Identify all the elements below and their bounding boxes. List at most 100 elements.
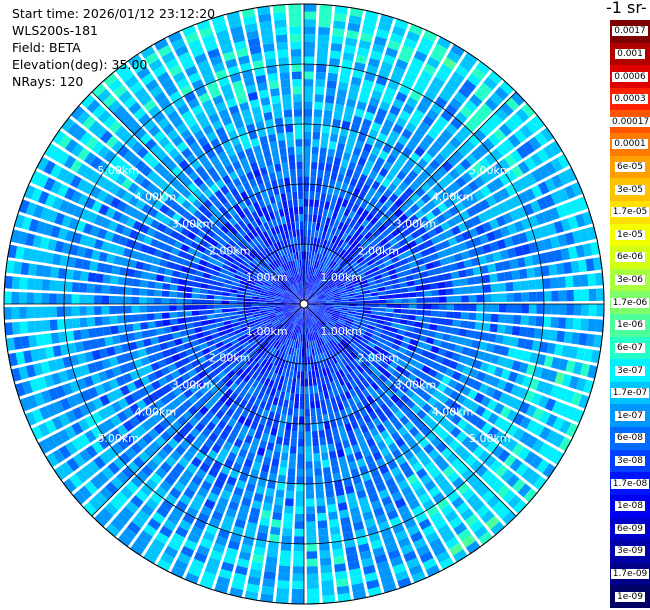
ppi-gate <box>424 239 434 248</box>
ppi-gate <box>328 365 335 374</box>
ppi-gate <box>348 301 357 304</box>
ppi-gate <box>349 388 357 398</box>
ppi-gate <box>83 151 97 166</box>
ppi-gate <box>531 115 545 130</box>
ppi-gate <box>335 570 348 580</box>
ppi-gate <box>266 237 273 246</box>
ppi-gate <box>292 581 304 589</box>
ppi-gate <box>278 421 286 430</box>
ppi-gate <box>540 368 551 381</box>
ppi-gate <box>380 61 393 73</box>
ppi-gate <box>382 370 392 379</box>
ppi-gate <box>307 281 310 290</box>
ppi-gate <box>348 130 358 140</box>
ppi-gate <box>414 377 424 387</box>
ppi-gate <box>139 305 147 313</box>
ppi-gate <box>140 503 155 517</box>
ppi-gate <box>319 223 325 232</box>
ppi-gate <box>564 389 576 404</box>
ppi-gate <box>407 169 419 181</box>
ppi-gate <box>259 232 266 242</box>
range-label: 5.00km <box>469 432 511 445</box>
ppi-gate <box>371 90 383 101</box>
ppi-gate <box>328 259 335 268</box>
ppi-gate <box>328 242 335 251</box>
ppi-rays <box>4 4 604 604</box>
ppi-gate <box>420 204 431 215</box>
ppi-gate <box>282 94 292 103</box>
ppi-gate <box>379 374 388 383</box>
ppi-gate <box>526 419 538 433</box>
ppi-gate <box>310 283 315 291</box>
ppi-gate <box>291 588 304 597</box>
ppi-gate <box>299 311 303 319</box>
ppi-gate <box>451 244 461 254</box>
ppi-gate <box>231 580 245 591</box>
ppi-gate <box>378 295 387 300</box>
ppi-gate <box>311 161 318 170</box>
ppi-gate <box>353 376 362 386</box>
ppi-gate <box>454 131 467 144</box>
ppi-gate <box>341 299 349 302</box>
ppi-gate <box>153 130 166 143</box>
ppi-gate <box>305 289 309 297</box>
ppi-gate <box>578 394 590 409</box>
range-label: 3.00km <box>395 218 437 231</box>
ppi-gate <box>248 240 257 249</box>
ppi-gate <box>73 329 82 341</box>
ppi-gate <box>261 35 274 45</box>
ppi-gate <box>269 346 276 355</box>
ppi-gate <box>238 200 247 210</box>
ppi-gate <box>519 416 532 430</box>
ppi-gate <box>346 256 354 264</box>
ppi-gate <box>244 298 252 302</box>
ppi-gate <box>389 32 404 44</box>
ppi-gate <box>427 396 438 407</box>
ppi-gate <box>305 461 313 469</box>
ppi-gate <box>366 420 376 431</box>
ppi-gate <box>473 392 485 404</box>
ppi-gate <box>337 221 345 231</box>
ppi-gate <box>445 288 454 296</box>
ppi-gate <box>154 351 164 361</box>
ppi-gate <box>400 293 409 298</box>
ppi-gate <box>188 268 197 275</box>
ppi-gate <box>369 372 379 382</box>
ppi-gate <box>237 431 247 442</box>
ppi-gate <box>536 304 544 315</box>
ppi-gate <box>371 307 379 312</box>
ppi-gate <box>280 216 287 225</box>
ppi-gate <box>263 197 271 206</box>
ppi-gate <box>213 199 223 210</box>
ppi-gate <box>63 478 77 493</box>
ppi-gate <box>359 125 370 136</box>
ppi-gate <box>378 194 388 205</box>
ppi-gate <box>116 200 128 213</box>
ppi-gate <box>154 282 164 290</box>
ppi-gate <box>397 577 412 589</box>
ppi-gate <box>492 162 504 176</box>
ppi-gate <box>221 296 230 301</box>
ppi-gate <box>197 512 210 524</box>
ppi-gate <box>325 428 333 438</box>
ppi-gate <box>533 266 543 278</box>
ppi-gate <box>346 285 354 290</box>
ppi-gate <box>455 431 468 443</box>
ppi-gate <box>94 384 106 396</box>
ppi-gate <box>301 251 304 260</box>
ppi-gate <box>304 4 317 12</box>
ppi-gate <box>528 291 537 302</box>
ppi-gate <box>310 317 315 325</box>
ppi-gate <box>386 308 394 313</box>
ppi-gate <box>374 210 384 220</box>
ppi-gate <box>157 335 167 343</box>
ppi-gate <box>527 471 541 486</box>
ppi-gate <box>91 140 105 155</box>
ppi-gate <box>312 285 318 293</box>
ppi-gate <box>125 136 138 149</box>
ppi-gate <box>337 592 351 603</box>
ppi-gate <box>271 519 282 528</box>
ppi-gate <box>398 324 407 331</box>
ppi-gate <box>252 388 260 398</box>
ppi-gate <box>286 354 291 362</box>
